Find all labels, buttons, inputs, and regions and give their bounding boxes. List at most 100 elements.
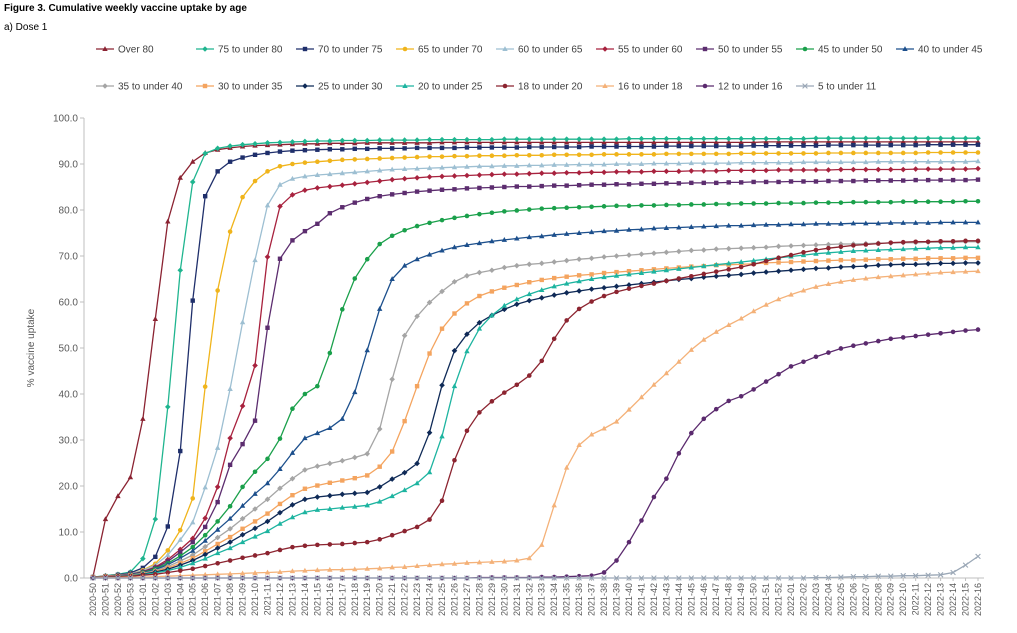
data-point — [514, 282, 520, 288]
legend-label: 30 to under 35 — [218, 82, 283, 93]
data-point — [364, 451, 371, 457]
data-point — [875, 338, 881, 344]
data-point — [725, 272, 732, 279]
data-point — [738, 264, 744, 270]
data-point — [875, 573, 882, 579]
data-point — [838, 135, 844, 142]
data-point — [102, 575, 109, 581]
data-point — [726, 398, 732, 404]
data-point — [975, 238, 981, 244]
legend-item-over-80: Over 80 — [96, 45, 154, 56]
data-point — [676, 143, 682, 149]
data-point — [401, 332, 408, 339]
data-point — [277, 436, 283, 441]
data-point — [676, 151, 682, 157]
data-point — [376, 167, 383, 173]
data-point — [352, 566, 358, 572]
data-point — [601, 169, 607, 176]
data-point — [888, 178, 893, 183]
series-20-to-under-25 — [90, 244, 981, 580]
data-point — [576, 182, 582, 188]
data-point — [639, 152, 644, 157]
data-point — [464, 348, 470, 354]
x-tick-label: 2021-01 — [138, 583, 148, 616]
data-point — [676, 224, 682, 230]
data-point — [451, 136, 458, 143]
data-point — [327, 542, 333, 547]
x-tick-label: 2021-32 — [524, 583, 534, 616]
legend-label: 55 to under 60 — [618, 45, 683, 56]
legend-item-20-to-under-25: 20 to under 25 — [396, 82, 483, 93]
data-point — [302, 160, 308, 165]
data-point — [277, 149, 283, 154]
data-point — [651, 181, 657, 186]
data-point — [825, 265, 832, 271]
data-point — [290, 148, 295, 153]
data-point — [364, 179, 371, 186]
data-point — [851, 178, 856, 184]
data-point — [563, 136, 570, 142]
data-point — [377, 146, 382, 151]
data-point — [850, 248, 857, 253]
data-point — [551, 205, 557, 211]
data-point — [551, 162, 557, 167]
data-point — [963, 177, 968, 183]
data-point — [327, 492, 333, 499]
data-point — [489, 210, 495, 216]
legend-marker — [302, 46, 308, 52]
data-point — [913, 333, 918, 339]
data-point — [925, 261, 931, 267]
data-point — [888, 139, 894, 144]
legend-label: 50 to under 55 — [718, 45, 783, 56]
data-point — [501, 237, 508, 242]
x-tick-label: 2022-03 — [811, 583, 821, 616]
y-tick-label: 0.0 — [64, 574, 78, 585]
data-point — [501, 136, 508, 142]
data-point — [239, 403, 246, 409]
data-point — [875, 220, 881, 226]
x-tick-label: 2022-11 — [911, 583, 921, 615]
data-point — [588, 136, 595, 142]
data-point — [788, 243, 794, 249]
data-point — [875, 139, 881, 144]
data-point — [563, 280, 570, 286]
data-point — [975, 260, 981, 266]
data-point — [526, 152, 532, 158]
x-tick-label: 2021-15 — [312, 583, 322, 616]
data-point — [227, 525, 233, 532]
data-point — [477, 153, 482, 159]
data-point — [315, 483, 320, 488]
x-tick-label: 2021-04 — [175, 583, 185, 616]
data-point — [614, 152, 619, 157]
data-point — [826, 258, 831, 263]
data-point — [314, 172, 321, 178]
data-point — [426, 165, 433, 171]
data-point — [738, 575, 744, 581]
data-point — [476, 319, 483, 326]
data-point — [626, 268, 632, 274]
data-point — [202, 515, 208, 521]
data-point — [252, 570, 258, 575]
data-point — [563, 290, 570, 296]
data-point — [227, 462, 233, 468]
data-point — [800, 135, 807, 142]
data-point — [576, 169, 582, 176]
series-12-to-under-16 — [90, 327, 981, 581]
data-point — [838, 220, 844, 226]
data-point — [477, 211, 482, 217]
data-point — [401, 175, 408, 182]
data-point — [614, 269, 619, 275]
data-point — [389, 146, 395, 151]
data-point — [863, 166, 869, 173]
data-point — [863, 275, 869, 281]
data-point — [601, 284, 607, 291]
data-point — [962, 166, 969, 172]
data-point — [152, 575, 159, 581]
data-point — [651, 381, 657, 387]
data-point — [439, 433, 445, 439]
data-point — [551, 144, 557, 150]
data-point — [252, 362, 258, 369]
data-point — [289, 502, 296, 508]
x-tick-label: 2021-38 — [599, 583, 609, 616]
data-point — [302, 228, 308, 234]
